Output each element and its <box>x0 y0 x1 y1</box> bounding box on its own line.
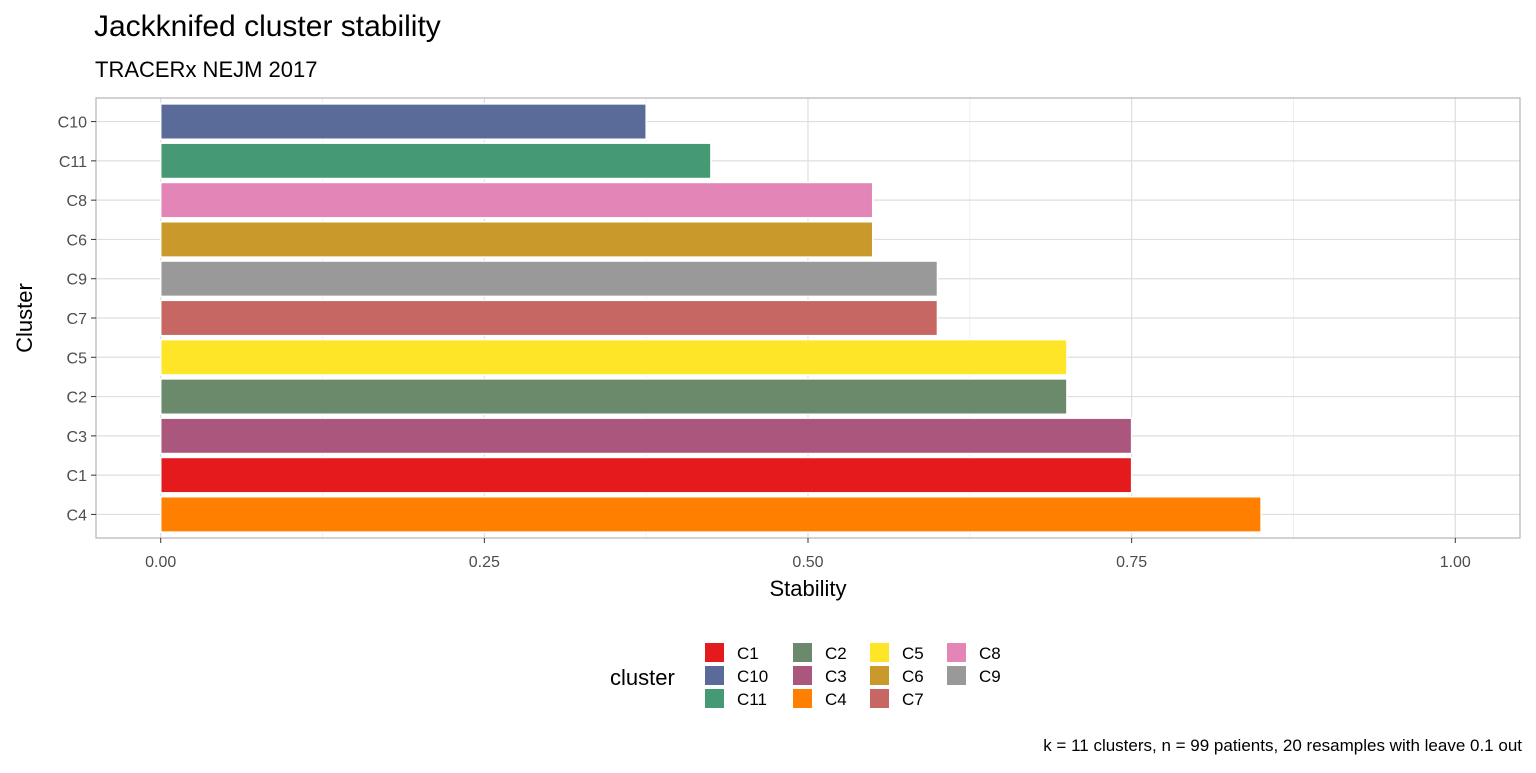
bar-c11 <box>159 142 712 180</box>
x-tick-label: 0.75 <box>1116 554 1147 571</box>
legend-swatch-c11 <box>705 689 724 708</box>
legend-swatch-c1 <box>705 643 724 662</box>
legend-swatch-c7 <box>870 689 889 708</box>
legend-label: C9 <box>979 667 1001 686</box>
legend-swatch-c8 <box>947 643 966 662</box>
bar-c9 <box>159 260 939 298</box>
x-tick-label: 0.00 <box>145 554 176 571</box>
y-tick-label: C4 <box>67 507 88 524</box>
legend-swatch-c3 <box>793 666 812 685</box>
bar-c8 <box>159 181 874 219</box>
chart-subtitle: TRACERx NEJM 2017 <box>95 57 318 82</box>
legend-label: C7 <box>902 690 924 709</box>
legend-title: cluster <box>610 665 675 690</box>
legend-swatch-c2 <box>793 643 812 662</box>
y-tick-label: C5 <box>67 350 88 367</box>
legend-label: C2 <box>825 644 847 663</box>
legend-label: C8 <box>979 644 1001 663</box>
bar-c4 <box>159 496 1262 533</box>
y-tick-label: C2 <box>67 390 88 407</box>
bar-c3 <box>159 417 1133 455</box>
y-axis-title: Cluster <box>12 283 37 353</box>
bar-c2 <box>159 378 1068 415</box>
legend-label: C6 <box>902 667 924 686</box>
y-tick-label: C8 <box>67 193 88 210</box>
bar-c1 <box>159 456 1133 494</box>
chart-caption: k = 11 clusters, n = 99 patients, 20 res… <box>1043 736 1522 755</box>
legend: cluster C1 C10 C11 C2 C3 C4 C5 C6 C7 C8 C9 <box>610 643 1001 709</box>
bar-c5 <box>159 338 1068 376</box>
bars <box>159 103 1262 533</box>
legend-label: C3 <box>825 667 847 686</box>
y-tick-label: C10 <box>58 115 87 132</box>
legend-label: C1 <box>737 644 759 663</box>
x-tick-label: 0.25 <box>469 554 500 571</box>
bar-c7 <box>159 299 939 337</box>
y-tick-label: C1 <box>67 468 88 485</box>
legend-label: C11 <box>737 690 767 709</box>
bar-c10 <box>159 103 647 141</box>
x-axis-title: Stability <box>769 576 846 601</box>
legend-swatch-c9 <box>947 666 966 685</box>
x-tick-label: 0.50 <box>792 554 823 571</box>
y-tick-label: C3 <box>67 429 88 446</box>
legend-label: C4 <box>825 690 847 709</box>
chart-title: Jackknifed cluster stability <box>94 10 441 43</box>
legend-swatch-c6 <box>870 666 889 685</box>
y-tick-label: C9 <box>67 272 88 289</box>
legend-swatch-c4 <box>793 689 812 708</box>
y-tick-label: C7 <box>67 311 88 328</box>
y-tick-label: C6 <box>67 232 88 249</box>
x-tick-label: 1.00 <box>1440 554 1471 571</box>
legend-label: C5 <box>902 644 924 663</box>
legend-swatch-c5 <box>870 643 889 662</box>
legend-label: C10 <box>737 667 768 686</box>
legend-swatch-c10 <box>705 666 724 685</box>
bar-c6 <box>159 221 874 258</box>
axes: C10 C11 C8 C6 C9 C7 C5 C2 C3 C1 C4 0.00 0.25 0.50 0.75… <box>58 115 1471 571</box>
y-tick-label: C11 <box>59 154 87 171</box>
